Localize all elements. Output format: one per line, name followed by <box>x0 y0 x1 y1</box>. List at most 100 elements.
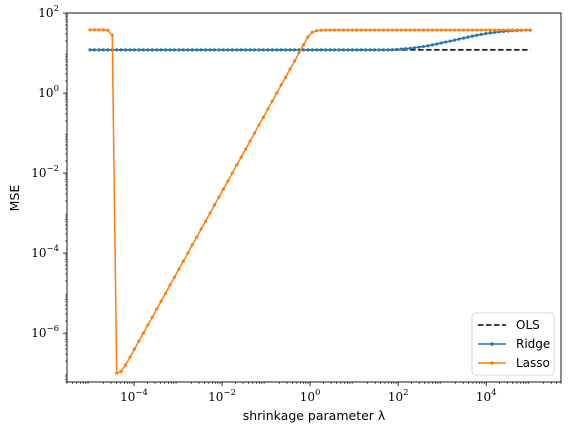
y-tick-label: 10−2 <box>31 164 59 180</box>
ridge-point <box>475 33 479 37</box>
legend-lasso-label: Lasso <box>516 356 550 370</box>
lasso-point <box>390 28 394 32</box>
ridge-point <box>288 48 292 52</box>
series-layer <box>88 28 532 375</box>
ridge-point <box>413 46 417 50</box>
lasso-point <box>439 28 443 32</box>
lasso-point <box>297 51 301 55</box>
ridge-point <box>172 48 177 52</box>
ridge-point <box>146 48 150 52</box>
lasso-point <box>350 28 354 32</box>
ridge-point <box>275 48 279 52</box>
legend-ridge-label: Ridge <box>516 337 550 351</box>
ridge-point <box>364 48 368 52</box>
lasso-point <box>377 28 381 32</box>
ridge-line <box>90 29 531 51</box>
ridge-point <box>439 41 443 45</box>
ridge-point <box>123 48 128 52</box>
lasso-point <box>324 28 328 32</box>
lasso-point <box>386 28 390 32</box>
ridge-point <box>292 48 297 52</box>
lasso-point <box>164 291 168 295</box>
ridge-point <box>355 48 359 52</box>
ridge-point <box>226 48 230 52</box>
lasso-point <box>186 251 190 255</box>
x-tick-label: 102 <box>388 388 409 404</box>
ridge-point <box>328 48 332 52</box>
lasso-point <box>181 259 185 263</box>
ridge-point <box>306 48 310 52</box>
lasso-point <box>475 28 479 32</box>
lasso-point <box>244 147 248 151</box>
ridge-point <box>435 42 439 46</box>
ridge-point <box>341 48 346 52</box>
lasso-point <box>493 28 497 32</box>
ridge-point <box>399 47 403 51</box>
x-tick-label: 10−4 <box>120 388 148 404</box>
lasso-point <box>426 28 430 32</box>
legend-ols-label: OLS <box>516 318 540 332</box>
lasso-point <box>453 28 457 32</box>
lasso-point <box>172 275 177 279</box>
lasso-point <box>284 75 288 79</box>
ridge-point <box>279 48 283 52</box>
lasso-point <box>368 28 372 32</box>
ridge-point <box>195 48 199 52</box>
ridge-point <box>493 30 497 34</box>
lasso-point <box>270 99 274 103</box>
ridge-point <box>106 48 110 52</box>
lasso-point <box>430 28 435 32</box>
y-tick-label: 102 <box>38 4 59 20</box>
ridge-point <box>239 48 243 52</box>
ridge-point <box>404 47 408 51</box>
ridge-point <box>217 48 221 52</box>
lasso-point <box>110 33 114 37</box>
ridge-point <box>301 48 306 52</box>
lasso-point <box>230 171 234 175</box>
lasso-point <box>395 28 399 32</box>
ridge-point <box>252 48 257 52</box>
lasso-point <box>97 28 101 32</box>
lasso-point <box>479 28 483 32</box>
ridge-point <box>92 48 97 52</box>
plot-area-frame <box>66 12 562 383</box>
ridge-point <box>88 48 92 52</box>
ridge-point <box>381 48 386 52</box>
lasso-point <box>461 28 466 32</box>
ridge-point <box>284 48 288 52</box>
ridge-point <box>453 38 457 42</box>
lasso-point <box>364 28 368 32</box>
ridge-point <box>359 48 363 52</box>
ridge-point <box>430 43 435 47</box>
lasso-point <box>137 339 141 343</box>
ridge-point <box>488 31 492 35</box>
ridge-point <box>332 48 337 52</box>
lasso-point <box>208 211 212 215</box>
lasso-point <box>199 227 203 231</box>
x-tick-label: 100 <box>300 388 321 404</box>
ridge-point <box>97 48 101 52</box>
lasso-point <box>248 139 252 143</box>
tick-layer: 10−4 10−2 100 102 104 10−6 10−4 10−2 100 102 <box>31 4 562 404</box>
ridge-point <box>115 48 119 52</box>
lasso-point <box>417 28 421 32</box>
lasso-point <box>528 28 532 32</box>
ridge-point <box>448 39 452 43</box>
lasso-point <box>292 59 297 63</box>
lasso-point <box>306 35 310 39</box>
lasso-point <box>497 28 501 32</box>
ridge-point <box>324 48 328 52</box>
ridge-point <box>350 48 354 52</box>
lasso-point <box>413 28 417 32</box>
lasso-point <box>381 28 386 32</box>
lasso-point <box>484 28 488 32</box>
lasso-point <box>421 28 426 32</box>
lasso-point <box>488 28 492 32</box>
lasso-point <box>373 28 377 32</box>
lasso-point <box>88 28 92 32</box>
ridge-point <box>190 48 194 52</box>
lasso-point <box>235 163 239 167</box>
lasso-point <box>92 28 97 32</box>
lasso-point <box>310 30 314 34</box>
